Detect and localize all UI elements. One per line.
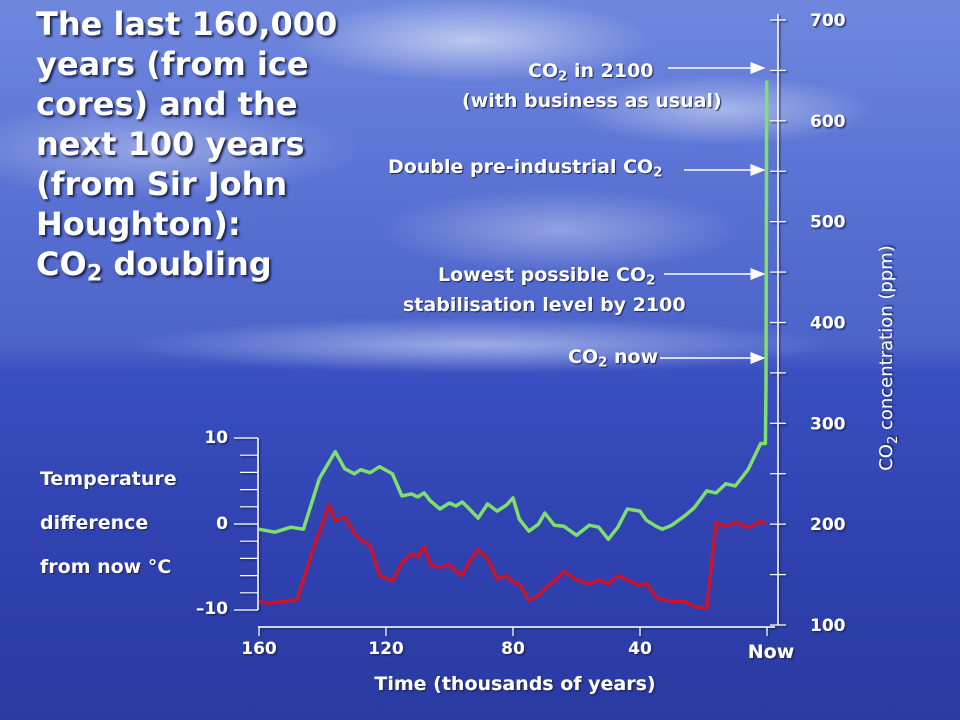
time-tick-label: 160 bbox=[241, 639, 277, 659]
time-tick-label: 120 bbox=[368, 639, 404, 659]
annotation-lowest-line2: stabilisation level by 2100 bbox=[403, 294, 686, 316]
temperature-label-line3: from now °C bbox=[40, 556, 172, 578]
temperature-label-line2: difference bbox=[40, 512, 149, 534]
co2-tick-label: 700 bbox=[810, 11, 846, 31]
temperature-series-line bbox=[258, 503, 767, 611]
co2-tick-label: 600 bbox=[810, 112, 846, 132]
co2-series-line bbox=[258, 80, 769, 542]
temperature-tick-label: 0 bbox=[216, 514, 228, 534]
time-tick-label: 80 bbox=[501, 639, 525, 659]
annotation-lowest-line1: Lowest possible CO2 bbox=[438, 264, 656, 289]
co2-tick-label: 200 bbox=[810, 515, 846, 535]
annotation-co2-now: CO2 now bbox=[568, 346, 659, 371]
time-tick-label: Now bbox=[748, 641, 795, 663]
co2-tick-label: 400 bbox=[810, 314, 846, 334]
temperature-tick-label: –10 bbox=[196, 599, 228, 619]
time-axis-label: Time (thousands of years) bbox=[374, 673, 655, 695]
annotation-co2-2100-line2: (with business as usual) bbox=[462, 90, 722, 112]
title-last-line: CO2 doubling bbox=[36, 245, 272, 287]
co2-tick-label: 500 bbox=[810, 213, 846, 233]
co2-axis-label: CO2 concentration (ppm) bbox=[876, 245, 901, 471]
temperature-tick-label: 10 bbox=[204, 428, 228, 448]
co2-tick-label: 100 bbox=[810, 616, 846, 636]
slide-title: The last 160,000 years (from ice cores) … bbox=[36, 4, 356, 294]
annotation-co2-2100-line1: CO2 in 2100 bbox=[528, 60, 654, 85]
temperature-label-line1: Temperature bbox=[40, 468, 177, 490]
time-tick-label: 40 bbox=[628, 639, 652, 659]
title-text: The last 160,000 years (from ice cores) … bbox=[36, 5, 338, 243]
annotation-double-preindustrial: Double pre-industrial CO2 bbox=[388, 156, 663, 181]
co2-tick-label: 300 bbox=[810, 414, 846, 434]
